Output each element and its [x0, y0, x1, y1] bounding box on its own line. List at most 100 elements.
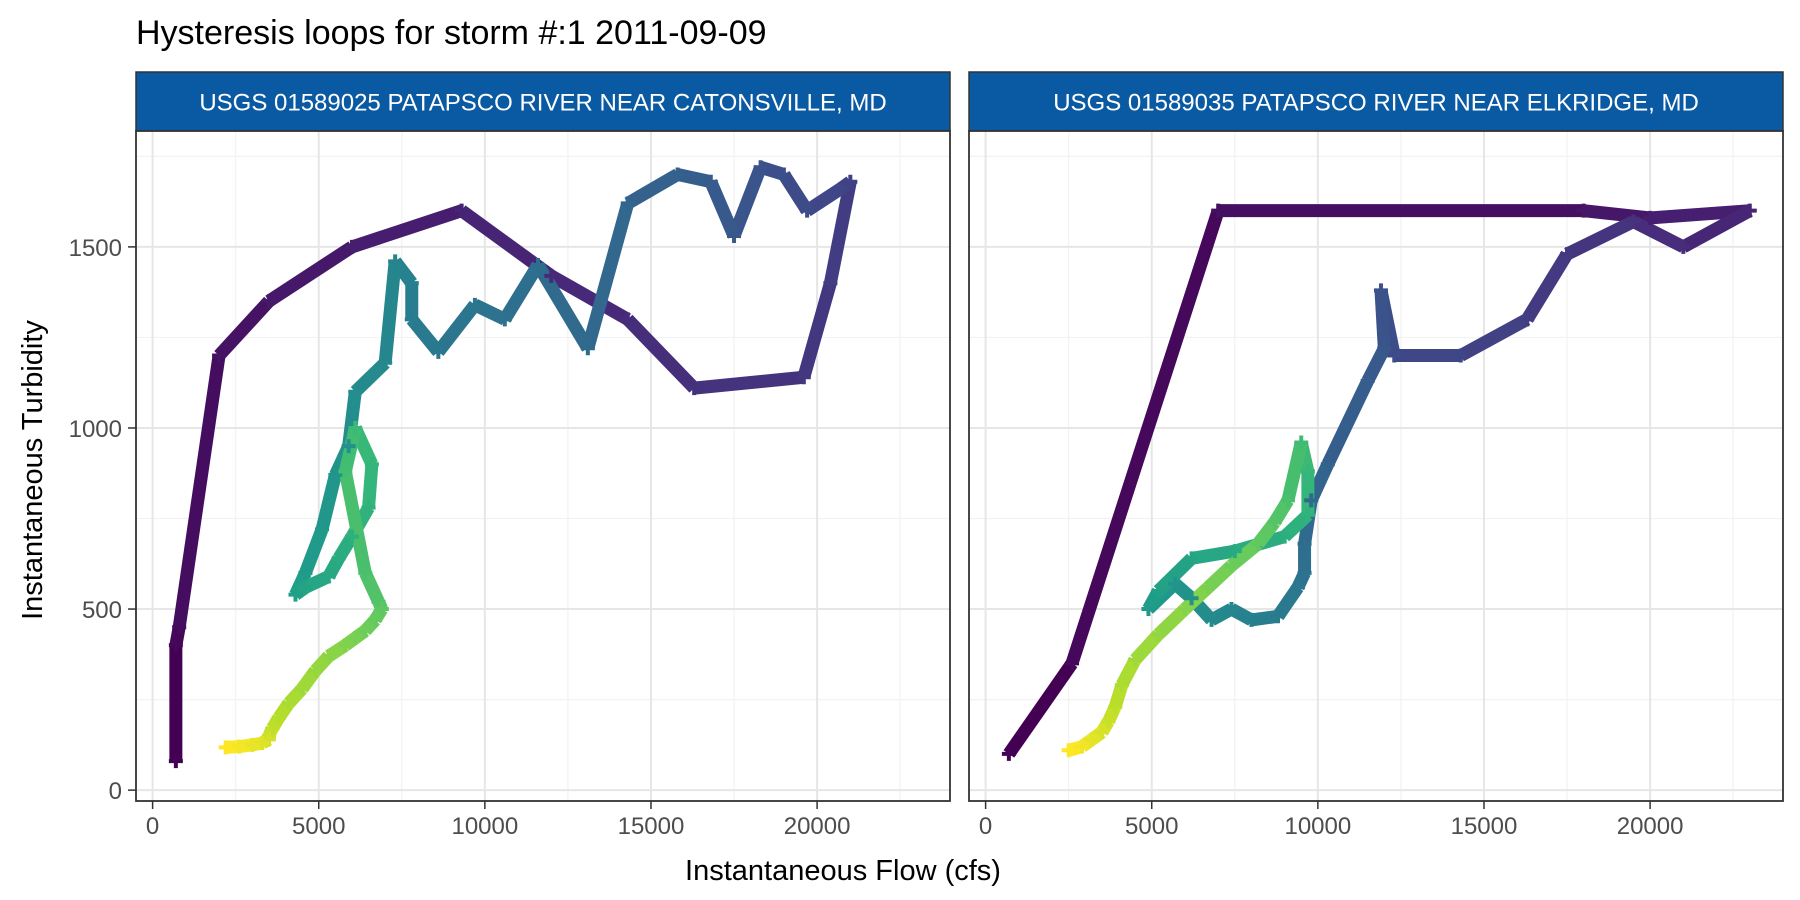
hysteresis-segment [778, 170, 813, 215]
data-point [703, 174, 718, 189]
y-tick-label: 0 [109, 778, 122, 805]
data-point [1128, 652, 1143, 667]
data-point [388, 254, 403, 269]
data-point [1626, 214, 1641, 229]
data-point [245, 737, 260, 752]
plot-border [968, 130, 1784, 802]
data-point [1280, 493, 1295, 508]
data-point [338, 638, 353, 653]
data-point [620, 312, 635, 327]
y-tick-label: 500 [82, 597, 122, 624]
hysteresis-segment [1116, 656, 1141, 689]
data-point [168, 638, 183, 653]
data-point [371, 594, 386, 609]
data-point [231, 739, 246, 754]
data-point [1267, 515, 1282, 530]
hysteresis-segment [1630, 215, 1687, 253]
data-point [308, 663, 323, 678]
data-point [1184, 551, 1199, 566]
x-tick-label: 0 [979, 813, 992, 840]
data-point [1360, 373, 1375, 388]
data-point [1453, 348, 1468, 363]
data-point [1277, 529, 1292, 544]
hysteresis-segment [338, 470, 372, 575]
data-point [1676, 239, 1691, 254]
data-point [1211, 203, 1226, 218]
hysteresis-segment [693, 370, 805, 395]
data-point [218, 740, 233, 755]
hysteresis-segment [1564, 215, 1637, 260]
data-point [168, 754, 183, 769]
hysteresis-segment [1457, 313, 1531, 362]
data-point [295, 681, 310, 696]
hysteresis-segment [1582, 204, 1651, 225]
hysteresis-segment [1680, 204, 1753, 253]
data-point [1061, 743, 1076, 758]
hysteresis-segment [406, 315, 444, 357]
data-point [1643, 210, 1658, 225]
hysteresis-segment [548, 270, 631, 325]
data-point [843, 174, 858, 189]
data-point [1244, 612, 1259, 627]
x-tick-label: 10000 [451, 813, 518, 840]
hysteresis-segment [350, 358, 390, 397]
data-point [265, 721, 280, 736]
data-point [580, 341, 595, 356]
hysteresis-segment [284, 684, 307, 708]
data-point [1576, 203, 1591, 218]
data-point [1304, 493, 1319, 508]
hysteresis-segment [1003, 659, 1078, 758]
hysteresis-segment [797, 281, 837, 380]
data-point [1300, 507, 1315, 522]
hysteresis-segment [1649, 204, 1751, 225]
hysteresis-segment [1170, 578, 1196, 604]
data-point [1297, 565, 1312, 580]
hysteresis-segment [378, 260, 402, 364]
hysteresis-segment [1321, 378, 1374, 467]
hysteresis-segment [433, 300, 481, 356]
plot-border [135, 130, 951, 802]
hysteresis-segment [532, 261, 594, 352]
data-point [1001, 746, 1016, 761]
hysteresis-segment [362, 463, 379, 509]
data-point [321, 649, 336, 664]
y-tick-label: 1000 [69, 416, 122, 443]
data-point [172, 620, 187, 635]
hysteresis-segment [704, 179, 741, 239]
data-point [1387, 348, 1402, 363]
hysteresis-segment [1521, 250, 1573, 323]
hysteresis-segment [296, 666, 321, 693]
data-point [1320, 457, 1335, 472]
hysteresis-segment [1065, 208, 1225, 666]
hysteresis-segment [1153, 604, 1190, 640]
hysteresis-segment [581, 201, 634, 351]
data-point [1065, 656, 1079, 671]
hysteresis-segment [172, 354, 226, 629]
data-point [288, 587, 303, 602]
data-point [321, 569, 336, 584]
hysteresis-segment [624, 168, 681, 210]
data-point [1204, 612, 1219, 627]
hysteresis-segment [214, 296, 274, 360]
hysteresis-segment [727, 164, 767, 239]
facet-panel-2: USGS 01589035 PATAPSCO RIVER NEAR ELKRID… [968, 71, 1784, 840]
y-axis-label: Instantaneous Turbidity [17, 320, 49, 620]
data-point [776, 167, 791, 182]
hysteresis-segment [623, 314, 699, 393]
facet-strip-label: USGS 01589025 PATAPSCO RIVER NEAR CATONS… [199, 90, 886, 117]
x-tick-label: 0 [146, 813, 159, 840]
hysteresis-segment [1272, 583, 1304, 620]
data-point [404, 312, 419, 327]
data-point [298, 580, 313, 595]
facet-panels: USGS 01589025 PATAPSCO RIVER NEAR CATONS… [69, 71, 1784, 840]
hysteresis-segment [803, 183, 844, 217]
x-tick-label: 20000 [784, 813, 851, 840]
hysteresis-segment [472, 298, 508, 326]
data-point [378, 355, 393, 370]
hysteresis-segment [315, 473, 342, 531]
data-point [1167, 576, 1182, 591]
hysteresis-segment [333, 533, 358, 562]
data-point [1177, 602, 1192, 617]
data-point [1094, 725, 1109, 740]
